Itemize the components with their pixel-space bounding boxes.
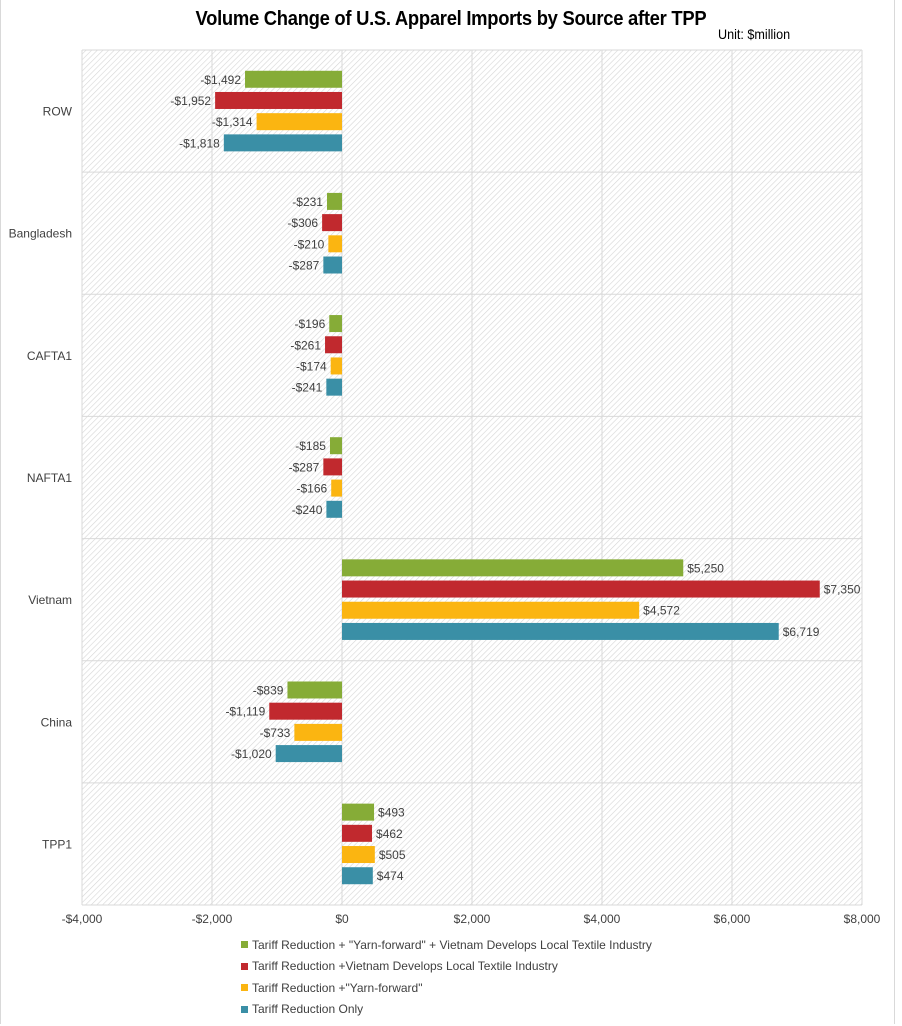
bar-data-label: -$1,818 bbox=[179, 136, 220, 150]
bar-data-label: $493 bbox=[378, 806, 405, 820]
legend-item: Tariff Reduction + "Yarn-forward" + Viet… bbox=[241, 934, 652, 956]
legend-swatch bbox=[241, 1005, 248, 1013]
bar-data-label: -$839 bbox=[253, 683, 284, 697]
category-label: TPP1 bbox=[42, 837, 72, 851]
legend-item: Tariff Reduction Only bbox=[241, 999, 652, 1021]
bar-data-label: -$240 bbox=[292, 503, 323, 517]
category-label: NAFTA1 bbox=[27, 471, 72, 485]
bar-data-label: -$733 bbox=[260, 726, 291, 740]
bar-data-label: -$287 bbox=[289, 259, 320, 273]
bar-labels: -$1,492 -$1,952-$1,314 -$1,818 -$231 -$306 -$… bbox=[170, 73, 860, 883]
bar-row-series-4 bbox=[223, 134, 342, 152]
bar-tpp1-series-1 bbox=[342, 803, 375, 821]
bar-china-series-2 bbox=[269, 702, 342, 720]
bar-data-label: $5,250 bbox=[687, 561, 724, 575]
bar-row-series-1 bbox=[245, 70, 342, 88]
bar-cafta1-series-2 bbox=[325, 336, 342, 354]
bar-data-label: -$166 bbox=[297, 482, 328, 496]
bar-tpp1-series-3 bbox=[342, 846, 375, 864]
bar-data-label: $474 bbox=[377, 869, 404, 883]
bar-vietnam-series-4 bbox=[342, 622, 779, 640]
legend-label: Tariff Reduction + "Yarn-forward" + Viet… bbox=[252, 937, 652, 952]
bar-china-series-3 bbox=[294, 723, 342, 741]
x-axis-tick-labels: -$4,000 -$2,000 $0 $2,000 $4,000 $6,000 $8,000 bbox=[62, 912, 881, 926]
x-tick-label: $6,000 bbox=[714, 912, 751, 926]
bar-vietnam-series-3 bbox=[342, 601, 640, 619]
category-labels: ROW Bangladesh CAFTA1 NAFTA1 Vietnam China TPP… bbox=[9, 105, 73, 852]
x-tick-label: -$2,000 bbox=[192, 912, 233, 926]
bar-bangladesh-series-2 bbox=[322, 214, 342, 232]
category-label: Vietnam bbox=[28, 593, 72, 607]
bars bbox=[215, 70, 820, 885]
bar-nafta1-series-3 bbox=[331, 479, 342, 497]
bar-data-label: -$261 bbox=[290, 338, 321, 352]
bar-data-label: -$287 bbox=[289, 460, 320, 474]
legend-label: Tariff Reduction +"Yarn-forward" bbox=[252, 980, 423, 995]
bar-data-label: $462 bbox=[376, 827, 403, 841]
bar-data-label: -$174 bbox=[296, 359, 327, 373]
bar-data-label: -$1,314 bbox=[212, 115, 253, 129]
bar-tpp1-series-2 bbox=[342, 824, 373, 842]
legend-label: Tariff Reduction Only bbox=[252, 1002, 364, 1017]
bar-cafta1-series-1 bbox=[329, 315, 342, 333]
legend-swatch bbox=[241, 984, 248, 992]
x-tick-label: $8,000 bbox=[844, 912, 881, 926]
bar-tpp1-series-4 bbox=[342, 867, 373, 885]
bar-data-label: -$231 bbox=[292, 195, 323, 209]
category-label: CAFTA1 bbox=[27, 349, 72, 363]
legend-swatch bbox=[241, 941, 248, 949]
bar-data-label: -$1,952 bbox=[170, 94, 211, 108]
x-tick-label: $4,000 bbox=[584, 912, 621, 926]
bar-data-label: $6,719 bbox=[783, 625, 820, 639]
x-tick-label: -$4,000 bbox=[62, 912, 103, 926]
legend: Tariff Reduction + "Yarn-forward" + Viet… bbox=[241, 934, 652, 1020]
bar-vietnam-series-2 bbox=[342, 580, 820, 598]
category-label: ROW bbox=[43, 105, 73, 119]
legend-item: Tariff Reduction +Vietnam Develops Local… bbox=[241, 956, 652, 978]
bar-data-label: -$1,119 bbox=[225, 705, 265, 719]
bar-data-label: -$196 bbox=[295, 317, 326, 331]
chart-unit-label: Unit: $million bbox=[718, 26, 791, 42]
bar-nafta1-series-1 bbox=[329, 437, 342, 455]
bar-bangladesh-series-3 bbox=[328, 235, 342, 253]
bar-data-label: $4,572 bbox=[643, 604, 680, 618]
chart-title: Volume Change of U.S. Apparel Imports by… bbox=[195, 8, 707, 30]
bar-data-label: -$306 bbox=[287, 216, 318, 230]
gridlines bbox=[81, 49, 863, 906]
legend-swatch bbox=[241, 962, 248, 970]
bar-bangladesh-series-4 bbox=[323, 256, 342, 274]
bar-row-series-3 bbox=[256, 113, 342, 131]
bar-cafta1-series-4 bbox=[326, 378, 342, 396]
category-label: China bbox=[41, 715, 73, 729]
bar-vietnam-series-1 bbox=[342, 559, 684, 577]
bar-china-series-4 bbox=[275, 745, 342, 763]
category-label: Bangladesh bbox=[9, 227, 72, 241]
bar-data-label: -$241 bbox=[292, 381, 323, 395]
bar-nafta1-series-2 bbox=[323, 458, 342, 476]
bar-data-label: -$1,020 bbox=[231, 747, 272, 761]
legend-label: Tariff Reduction +Vietnam Develops Local… bbox=[252, 959, 558, 974]
bar-data-label: -$210 bbox=[294, 237, 325, 251]
bar-nafta1-series-4 bbox=[326, 500, 342, 518]
bar-data-label: $7,350 bbox=[824, 583, 861, 597]
bar-china-series-1 bbox=[287, 681, 342, 699]
bar-data-label: $505 bbox=[379, 848, 406, 862]
x-tick-label: $0 bbox=[335, 912, 349, 926]
bar-row-series-2 bbox=[215, 91, 342, 109]
x-tick-label: $2,000 bbox=[454, 912, 491, 926]
bar-bangladesh-series-1 bbox=[326, 192, 342, 210]
bar-data-label: -$1,492 bbox=[200, 73, 241, 87]
bar-cafta1-series-3 bbox=[330, 357, 342, 375]
legend-item: Tariff Reduction +"Yarn-forward" bbox=[241, 977, 652, 999]
bar-data-label: -$185 bbox=[295, 439, 326, 453]
